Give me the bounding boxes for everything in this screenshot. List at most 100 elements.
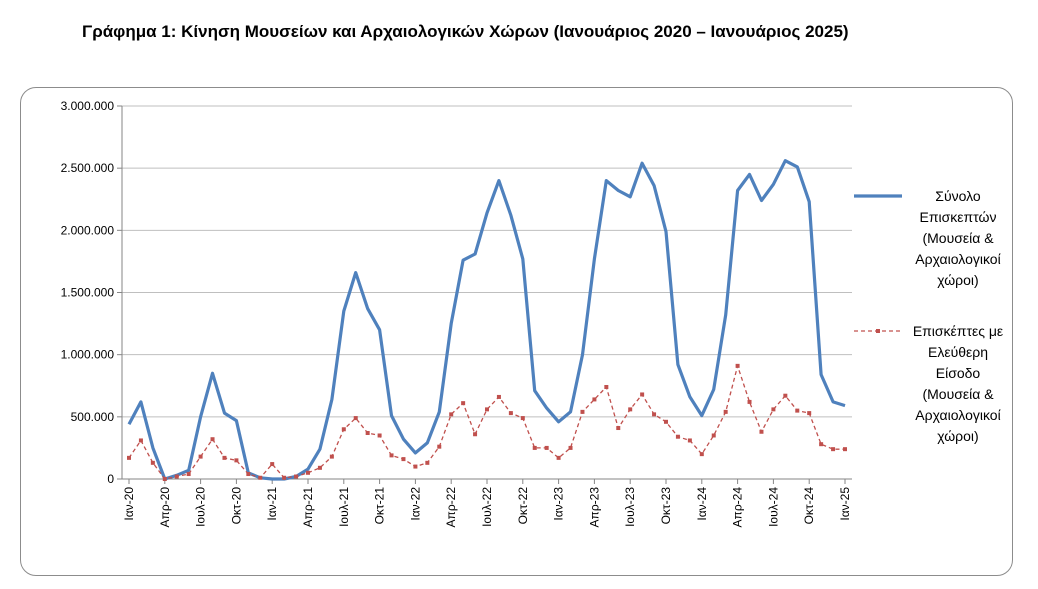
data-marker <box>425 460 430 465</box>
data-marker <box>270 462 275 467</box>
x-tick-label: Απρ-20 <box>158 487 172 528</box>
data-marker <box>473 432 478 437</box>
x-tick-label: Ιουλ-20 <box>194 487 208 527</box>
y-tick-label: 2.500.000 <box>61 161 115 175</box>
x-tick-label: Οκτ-21 <box>373 487 387 525</box>
data-marker <box>699 452 704 457</box>
chart-title: Γράφημα 1: Κίνηση Μουσείων και Αρχαιολογ… <box>82 22 849 41</box>
data-marker <box>711 433 716 438</box>
gridlines <box>122 105 852 418</box>
data-marker <box>508 411 513 416</box>
data-marker <box>652 412 657 417</box>
data-marker <box>246 472 251 477</box>
data-marker <box>592 397 597 402</box>
x-tick-label: Απρ-23 <box>587 487 601 528</box>
x-tick-label: Οκτ-22 <box>516 487 530 525</box>
data-marker <box>294 474 299 479</box>
data-marker <box>210 437 215 442</box>
data-marker <box>485 407 489 412</box>
data-marker <box>520 416 525 421</box>
y-tick-label: 3.000.000 <box>61 99 115 113</box>
x-tick-label: Ιαν-21 <box>265 487 279 521</box>
data-marker <box>341 427 346 432</box>
data-marker <box>162 477 167 481</box>
data-marker <box>198 454 203 459</box>
data-marker <box>329 454 334 459</box>
data-marker <box>377 433 382 438</box>
data-marker <box>807 411 812 416</box>
data-marker <box>723 409 728 414</box>
data-marker <box>795 408 800 413</box>
chart-frame <box>20 87 1013 576</box>
x-tick-label: Ιουλ-23 <box>623 487 637 527</box>
x-tick-label: Ιαν-20 <box>122 487 136 521</box>
data-marker <box>687 438 692 443</box>
y-tick-label: 2.000.000 <box>61 223 115 237</box>
data-marker <box>413 464 418 469</box>
data-marker <box>306 470 310 475</box>
data-marker <box>747 399 752 404</box>
data-marker <box>365 430 370 435</box>
data-marker <box>496 394 501 399</box>
data-marker <box>556 455 561 460</box>
x-tick-label: Απρ-22 <box>444 487 458 528</box>
legend-entry: Επισκέπτες με Ελεύθερη Είσοδο (Μουσεία & Αρχ… <box>913 323 1003 444</box>
data-marker <box>843 447 847 452</box>
data-marker <box>437 444 442 449</box>
x-tick-label: Οκτ-24 <box>802 487 816 525</box>
data-marker <box>759 429 764 434</box>
data-marker <box>258 475 263 480</box>
data-marker <box>628 407 633 412</box>
data-marker <box>150 460 155 465</box>
data-marker <box>616 426 621 431</box>
y-tick-label: 500.000 <box>71 410 115 424</box>
data-marker <box>771 407 776 412</box>
data-marker <box>604 384 609 389</box>
series-line <box>127 159 846 481</box>
x-tick-label: Ιαν-23 <box>552 487 566 521</box>
series-lines <box>127 159 847 481</box>
x-tick-labels: Ιαν-20 Απρ-20 Ιουλ-20 Οκτ-20 Ιαν-21 Απρ-21 Ιου… <box>122 487 852 528</box>
x-tick-label: Ιουλ-21 <box>337 487 351 527</box>
data-marker <box>127 455 131 460</box>
data-marker <box>831 447 836 452</box>
data-marker <box>675 434 680 439</box>
data-marker <box>234 458 239 463</box>
data-marker <box>174 474 179 479</box>
data-marker <box>664 419 668 424</box>
x-tick-label: Απρ-24 <box>731 487 745 528</box>
x-tick-label: Ιουλ-24 <box>766 487 780 527</box>
data-marker <box>282 475 287 480</box>
data-marker <box>544 445 549 450</box>
data-marker <box>819 442 824 447</box>
x-tick-label: Ιαν-22 <box>408 487 422 521</box>
data-marker <box>640 392 645 397</box>
x-tick-label: Ιουλ-22 <box>480 487 494 527</box>
data-marker <box>317 465 322 470</box>
y-tick-label: 0 <box>107 472 114 486</box>
data-marker <box>568 445 573 450</box>
legend-marker <box>876 329 880 333</box>
data-marker <box>783 393 788 398</box>
x-tick-label: Οκτ-23 <box>659 487 673 525</box>
data-marker <box>138 438 143 443</box>
data-marker <box>532 445 537 450</box>
data-marker <box>401 457 406 462</box>
x-tick-label: Ιαν-24 <box>695 487 709 521</box>
y-tick-label: 1.000.000 <box>61 348 115 362</box>
x-tick-label: Ιαν-25 <box>838 487 852 521</box>
data-marker <box>449 412 454 417</box>
y-tick-labels: 0 500.000 1.000.000 1.500.000 2.000.000 2.500… <box>61 99 115 486</box>
data-marker <box>580 409 585 414</box>
data-marker <box>186 472 191 477</box>
x-tick-label: Απρ-21 <box>301 487 315 528</box>
x-tick-label: Οκτ-20 <box>229 487 243 525</box>
data-marker <box>389 453 394 458</box>
legend: Σύνολο Επισκεπτών (Μουσεία & Αρχαιολογικοί χ… <box>854 188 1003 444</box>
legend-entry: Σύνολο Επισκεπτών (Μουσεία & Αρχαιολογικοί χ… <box>915 188 1000 288</box>
y-tick-label: 1.500.000 <box>61 286 115 300</box>
data-marker <box>222 455 227 460</box>
data-marker <box>735 363 740 368</box>
data-marker <box>461 401 466 406</box>
